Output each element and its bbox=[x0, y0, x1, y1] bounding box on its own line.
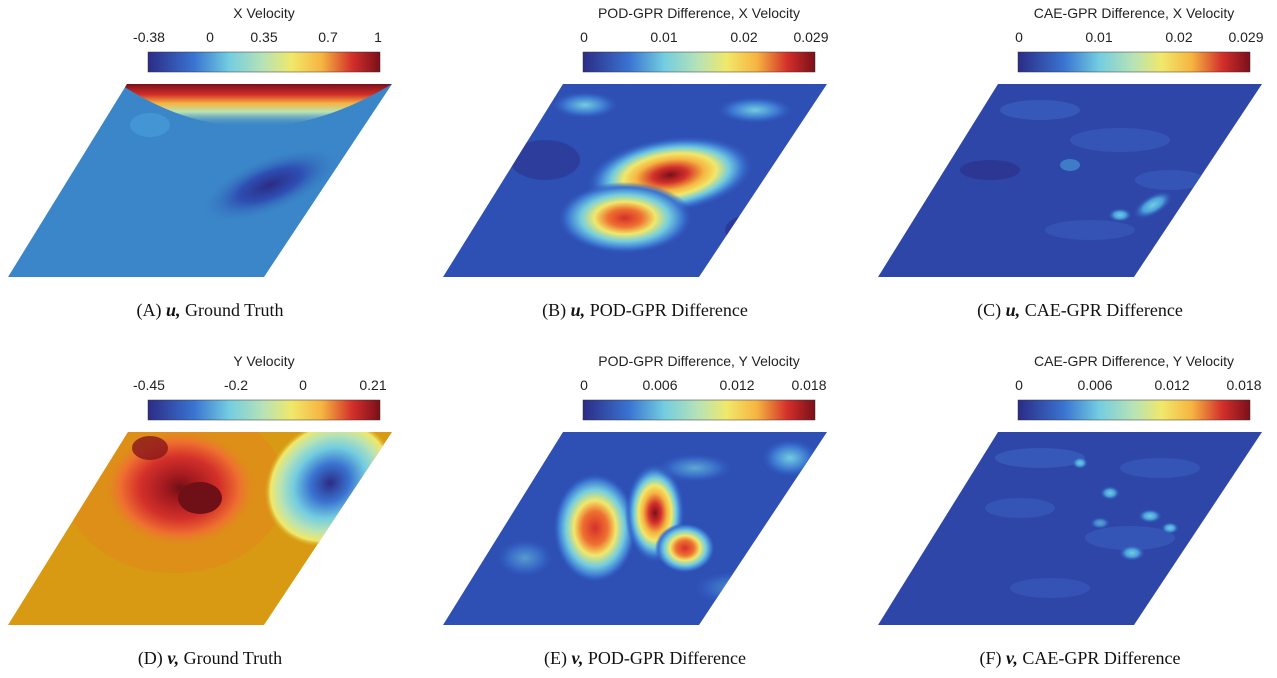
colorbar-tick: -0.2 bbox=[224, 377, 248, 393]
colorbar bbox=[147, 51, 381, 73]
colorbar bbox=[1017, 399, 1251, 421]
colorbar-tick: -0.38 bbox=[133, 29, 165, 45]
colorbar-tick: 0.21 bbox=[359, 377, 386, 393]
colorbar-tick: 0 bbox=[1015, 29, 1023, 45]
caption-text: POD-GPR Difference bbox=[589, 300, 748, 320]
caption-label: (A) bbox=[136, 300, 162, 320]
caption-text: POD-GPR Difference bbox=[587, 648, 746, 668]
caption-symbol: v, bbox=[1006, 648, 1018, 668]
colorbar-tick: 0.012 bbox=[719, 377, 754, 393]
panel-c-graphic: CAE-GPR Difference, X Velocity 0 0.01 0.… bbox=[878, 5, 1264, 277]
panel-f: CAE-GPR Difference, Y Velocity 0 0.006 0… bbox=[870, 348, 1277, 678]
field-plot bbox=[8, 84, 392, 277]
caption-label: (D) bbox=[137, 648, 163, 668]
colorbar-tick: 0 bbox=[580, 29, 588, 45]
panel-d-graphic: Y Velocity -0.45 -0.2 0 0.21 bbox=[8, 353, 392, 625]
colorbar-title: Y Velocity bbox=[233, 353, 294, 369]
field-plot bbox=[443, 432, 827, 625]
panel-b: POD-GPR Difference, X Velocity 0 0.01 0.… bbox=[435, 0, 855, 330]
colorbar-tick: 0.018 bbox=[1226, 377, 1261, 393]
colorbar bbox=[147, 399, 381, 421]
field-plot bbox=[8, 432, 392, 625]
colorbar-tick: 0.35 bbox=[250, 29, 277, 45]
field-plot bbox=[878, 84, 1262, 277]
panel-caption: (A) u, Ground Truth bbox=[0, 300, 420, 321]
panel-e-graphic: POD-GPR Difference, Y Velocity 0 0.006 0… bbox=[443, 353, 827, 625]
panel-f-graphic: CAE-GPR Difference, Y Velocity 0 0.006 0… bbox=[878, 353, 1262, 625]
field-plot bbox=[878, 432, 1262, 625]
caption-label: (F) bbox=[979, 648, 1002, 668]
colorbar-title: X Velocity bbox=[233, 5, 294, 21]
caption-symbol: u, bbox=[165, 300, 181, 320]
colorbar-tick: 0 bbox=[299, 377, 307, 393]
caption-text: CAE-GPR Difference bbox=[1024, 300, 1183, 320]
caption-symbol: u, bbox=[570, 300, 586, 320]
colorbar bbox=[582, 399, 816, 421]
colorbar-title: POD-GPR Difference, X Velocity bbox=[598, 5, 800, 21]
panel-caption: (F) v, CAE-GPR Difference bbox=[870, 648, 1277, 669]
colorbar bbox=[582, 51, 816, 73]
panel-caption: (E) v, POD-GPR Difference bbox=[435, 648, 855, 669]
panel-c: CAE-GPR Difference, X Velocity 0 0.01 0.… bbox=[870, 0, 1277, 330]
panel-a: X Velocity -0.38 0 0.35 0.7 1 (A) u, Gro… bbox=[0, 0, 420, 330]
caption-symbol: v, bbox=[167, 648, 180, 668]
field-plot bbox=[443, 84, 827, 277]
panel-a-graphic: X Velocity -0.38 0 0.35 0.7 1 bbox=[8, 5, 392, 277]
caption-text: Ground Truth bbox=[184, 300, 284, 320]
caption-label: (B) bbox=[542, 300, 567, 320]
panel-caption: (B) u, POD-GPR Difference bbox=[435, 300, 855, 321]
colorbar bbox=[1017, 51, 1251, 73]
colorbar-tick: 1 bbox=[374, 29, 382, 45]
colorbar-tick: 0.029 bbox=[793, 29, 828, 45]
colorbar-tick: 0 bbox=[580, 377, 588, 393]
colorbar-title: CAE-GPR Difference, X Velocity bbox=[1034, 5, 1234, 21]
colorbar-tick: 0 bbox=[206, 29, 214, 45]
colorbar-tick: 0.006 bbox=[1077, 377, 1112, 393]
colorbar-title: POD-GPR Difference, Y Velocity bbox=[598, 353, 800, 369]
colorbar-tick: 0.018 bbox=[791, 377, 826, 393]
panel-caption: (D) v, Ground Truth bbox=[0, 648, 420, 669]
colorbar-tick: 0.01 bbox=[1085, 29, 1112, 45]
panel-e: POD-GPR Difference, Y Velocity 0 0.006 0… bbox=[435, 348, 855, 678]
panel-caption: (C) u, CAE-GPR Difference bbox=[870, 300, 1277, 321]
caption-symbol: u, bbox=[1005, 300, 1021, 320]
colorbar-tick: 0.012 bbox=[1154, 377, 1189, 393]
caption-text: CAE-GPR Difference bbox=[1022, 648, 1181, 668]
caption-text: Ground Truth bbox=[183, 648, 283, 668]
caption-symbol: v, bbox=[571, 648, 584, 668]
colorbar-tick: 0.02 bbox=[1165, 29, 1192, 45]
colorbar-tick: -0.45 bbox=[133, 377, 165, 393]
caption-label: (E) bbox=[544, 648, 567, 668]
colorbar-tick: 0 bbox=[1015, 377, 1023, 393]
colorbar-tick: 0.02 bbox=[730, 29, 757, 45]
colorbar-title: CAE-GPR Difference, Y Velocity bbox=[1034, 353, 1234, 369]
panel-b-graphic: POD-GPR Difference, X Velocity 0 0.01 0.… bbox=[443, 5, 829, 277]
colorbar-tick: 0.006 bbox=[642, 377, 677, 393]
colorbar-tick: 0.029 bbox=[1228, 29, 1263, 45]
caption-label: (C) bbox=[977, 300, 1002, 320]
colorbar-tick: 0.01 bbox=[650, 29, 677, 45]
panel-d: Y Velocity -0.45 -0.2 0 0.21 (D) v, Grou… bbox=[0, 348, 420, 678]
colorbar-tick: 0.7 bbox=[318, 29, 338, 45]
